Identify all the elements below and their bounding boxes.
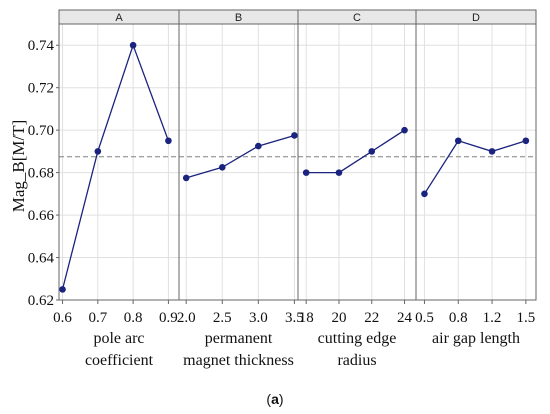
x-axis-label: radius bbox=[337, 352, 376, 369]
x-tick-label: 2.5 bbox=[213, 310, 232, 326]
series-line-B bbox=[186, 134, 295, 179]
x-axis-label: air gap length bbox=[432, 330, 520, 347]
x-tick-label: 3.5 bbox=[285, 310, 304, 326]
data-point bbox=[182, 174, 190, 182]
data-point bbox=[94, 148, 102, 155]
data-point bbox=[335, 169, 343, 176]
x-tick-label: 0.6 bbox=[53, 310, 72, 326]
caption-label: a bbox=[271, 391, 279, 407]
figure-caption: (a) bbox=[266, 391, 283, 407]
y-tick-label: 0.64 bbox=[28, 251, 55, 267]
panel-strip-label: C bbox=[353, 12, 361, 24]
data-point bbox=[59, 286, 66, 293]
panel-strip-label: B bbox=[235, 12, 242, 24]
series-line-C bbox=[306, 129, 405, 174]
x-tick-label: 1.2 bbox=[483, 310, 502, 326]
data-point bbox=[488, 148, 496, 155]
x-tick-label: 20 bbox=[331, 310, 346, 326]
data-point bbox=[522, 137, 530, 145]
y-tick-label: 0.74 bbox=[28, 38, 55, 54]
panel-strip-label: A bbox=[115, 12, 123, 24]
x-tick-label: 2.0 bbox=[177, 310, 196, 326]
caption-open-paren: ( bbox=[266, 391, 271, 407]
panel-frame bbox=[297, 23, 417, 301]
caption-close-paren: ) bbox=[279, 391, 284, 407]
data-point bbox=[454, 137, 462, 145]
data-point bbox=[421, 190, 428, 198]
series-line-A bbox=[61, 43, 170, 290]
data-point bbox=[401, 126, 408, 134]
x-tick-label: 0.9 bbox=[159, 310, 178, 326]
label-layer: 0.62 0.64 0.66 0.68 0.70 0.72 0.74 A 0.6 0.7 0.8 0.… bbox=[28, 12, 535, 369]
x-tick-label: 0.7 bbox=[88, 310, 107, 326]
data-point bbox=[129, 41, 137, 49]
series-layer bbox=[59, 41, 530, 293]
panel-strip-label: D bbox=[472, 12, 480, 24]
data-point bbox=[218, 164, 226, 171]
series-line-D bbox=[423, 140, 527, 195]
frame-layer bbox=[56, 9, 537, 304]
x-tick-label: 1.5 bbox=[516, 310, 535, 326]
x-tick-label: 24 bbox=[397, 310, 413, 326]
x-tick-label: 0.8 bbox=[449, 310, 468, 326]
x-axis-label: magnet thickness bbox=[183, 352, 294, 369]
x-axis-label: pole arc bbox=[93, 330, 144, 347]
y-axis-title: Mag_B[M/T] bbox=[9, 120, 28, 213]
panel-frame bbox=[58, 23, 180, 301]
data-point bbox=[368, 148, 376, 155]
panel-frame bbox=[178, 23, 299, 301]
x-tick-label: 0.8 bbox=[124, 310, 143, 326]
y-tick-label: 0.66 bbox=[28, 208, 55, 224]
x-axis-label: coefficient bbox=[85, 352, 154, 369]
x-axis-label: permanent bbox=[205, 330, 273, 347]
y-tick-label: 0.62 bbox=[28, 293, 54, 309]
panel-frame bbox=[415, 23, 537, 301]
data-point bbox=[165, 137, 172, 145]
y-tick-label: 0.68 bbox=[28, 166, 54, 182]
x-tick-label: 18 bbox=[299, 310, 314, 326]
data-point bbox=[302, 169, 310, 176]
x-tick-label: 22 bbox=[364, 310, 379, 326]
data-point bbox=[291, 132, 298, 139]
x-tick-label: 0.5 bbox=[415, 310, 434, 326]
x-axis-label: cutting edge bbox=[318, 330, 397, 347]
x-tick-label: 3.0 bbox=[249, 310, 268, 326]
y-tick-label: 0.70 bbox=[28, 123, 54, 139]
data-point bbox=[255, 142, 262, 150]
y-tick-label: 0.72 bbox=[28, 81, 54, 97]
